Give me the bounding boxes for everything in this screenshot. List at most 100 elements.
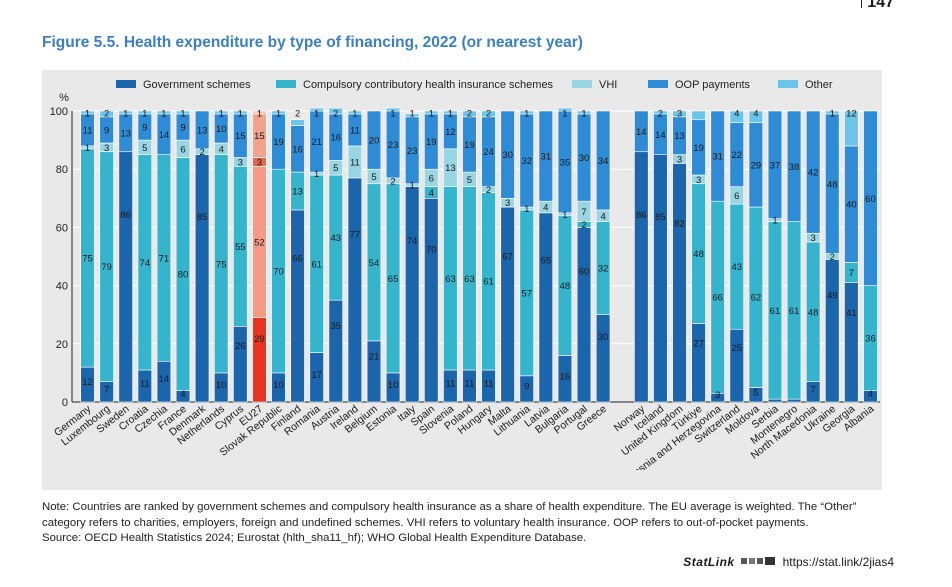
data-label-vhi: 1	[314, 169, 319, 180]
data-label-chi: 71	[159, 253, 170, 264]
data-label-oop: 9	[104, 125, 109, 136]
data-label-chi: 43	[330, 233, 341, 244]
data-label-chi: 2	[581, 220, 586, 231]
data-label-gov: 70	[426, 245, 437, 256]
data-label-other: 1	[142, 109, 147, 120]
data-label-oop: 30	[502, 150, 513, 161]
data-label-chi: 63	[464, 274, 475, 285]
data-label-vhi: 3	[238, 157, 243, 168]
bar-segment-gov	[194, 154, 210, 403]
bar-segment-oop	[786, 110, 802, 222]
data-label-other: 1	[410, 109, 415, 120]
bar-segment-gov	[844, 282, 859, 403]
data-label-oop: 19	[426, 137, 437, 148]
data-label-gov: 5	[753, 387, 758, 398]
bar-segment-other	[156, 110, 172, 115]
data-label-vhi: 2	[486, 185, 491, 196]
data-label-gov: 4	[868, 389, 873, 400]
bar-segment-other	[557, 107, 573, 112]
data-label-oop: 19	[464, 140, 475, 151]
data-label-gov: 86	[120, 210, 131, 221]
data-label-oop: 14	[159, 130, 170, 141]
data-label-vhi: 6	[734, 191, 739, 202]
data-label-chi: 74	[140, 258, 151, 269]
data-label-chi: 48	[808, 307, 819, 318]
bar-segment-oop	[805, 110, 821, 234]
data-label-gov: 9	[524, 381, 529, 392]
bar-segment-oop	[863, 110, 878, 286]
data-label-gov: 65	[541, 256, 552, 267]
data-label-oop: 37	[770, 160, 781, 171]
data-label-chi: 13	[292, 187, 303, 198]
bar-segment-other	[175, 110, 191, 115]
data-label-gov: 77	[350, 229, 361, 240]
bar-segment-other	[328, 107, 343, 115]
data-label-vhi: 3	[696, 175, 701, 186]
data-label-oop: 16	[292, 144, 303, 155]
bar-segment-other	[844, 110, 859, 147]
data-label-oop: 10	[216, 124, 227, 135]
legend-swatch-vhi	[572, 80, 592, 88]
bar-segment-other	[653, 110, 668, 115]
bar-segment-other	[691, 110, 706, 121]
data-label-gov: 10	[273, 380, 284, 391]
legend-swatch-gov	[116, 80, 136, 88]
bar-segment-other	[271, 110, 286, 115]
data-label-other: 1	[123, 109, 128, 120]
y-axis-label: %	[59, 92, 69, 104]
data-label-other: 2	[333, 109, 338, 120]
data-label-other: 1	[581, 109, 586, 120]
legend-swatch-oop	[648, 80, 668, 88]
statlink[interactable]: StatLink https://stat.link/2jias4	[683, 555, 894, 569]
data-label-gov: 74	[407, 236, 418, 247]
data-label-vhi: 3	[505, 198, 510, 209]
data-label-gov: 85	[197, 212, 208, 223]
data-label-other: 1	[276, 109, 281, 120]
bar-segment-other	[748, 110, 764, 123]
data-label-vhi: 4	[600, 211, 605, 222]
data-label-gov: 41	[846, 308, 857, 319]
bar-segment-other	[729, 110, 744, 123]
data-label-gov: 27	[693, 339, 704, 350]
data-label-other: 1	[85, 109, 90, 120]
data-label-other: 1	[429, 109, 434, 120]
legend-label-other: Other	[805, 79, 833, 91]
bar-segment-gov	[500, 206, 515, 403]
bar-segment-gov	[347, 177, 363, 403]
bar-segment-gov	[576, 227, 592, 403]
data-label-gov: 7	[811, 384, 816, 395]
data-label-oop: 13	[120, 128, 131, 139]
data-label-vhi: 6	[429, 173, 434, 184]
data-label-oop: 14	[655, 130, 666, 141]
data-label-chi: 75	[216, 259, 227, 270]
data-label-gov: 67	[502, 251, 513, 262]
bar-segment-gov	[252, 317, 267, 403]
data-label-gov: 11	[140, 379, 150, 390]
data-label-oop: 42	[808, 168, 819, 179]
data-label-oop: 19	[693, 143, 704, 154]
data-label-chi: 79	[101, 262, 112, 273]
data-label-oop: 31	[541, 152, 552, 163]
data-label-oop: 35	[560, 157, 571, 168]
data-label-oop: 11	[350, 125, 360, 136]
data-label-vhi: 2	[199, 147, 204, 158]
statlink-url[interactable]: https://stat.link/2jias4	[782, 555, 894, 569]
data-label-chi: 55	[235, 242, 246, 253]
data-label-vhi: 3	[104, 143, 109, 154]
data-label-other: 1	[161, 109, 166, 120]
data-label-oop: 13	[197, 125, 208, 136]
data-label-oop: 32	[521, 156, 532, 167]
data-label-oop: 22	[731, 150, 742, 161]
data-label-vhi: 2	[830, 252, 835, 263]
data-label-other: 2	[658, 109, 663, 120]
data-label-other: 1	[257, 109, 262, 120]
data-label-chi: 48	[560, 281, 571, 292]
data-label-chi: 36	[865, 333, 876, 344]
data-label-vhi: 3	[811, 233, 816, 244]
data-label-other: 2	[467, 109, 472, 120]
y-tick-label: 80	[56, 164, 68, 176]
data-label-gov: 21	[369, 352, 380, 363]
data-label-vhi: 3	[677, 155, 682, 166]
data-label-gov: 86	[636, 210, 647, 221]
bar-segment-other	[309, 107, 324, 112]
